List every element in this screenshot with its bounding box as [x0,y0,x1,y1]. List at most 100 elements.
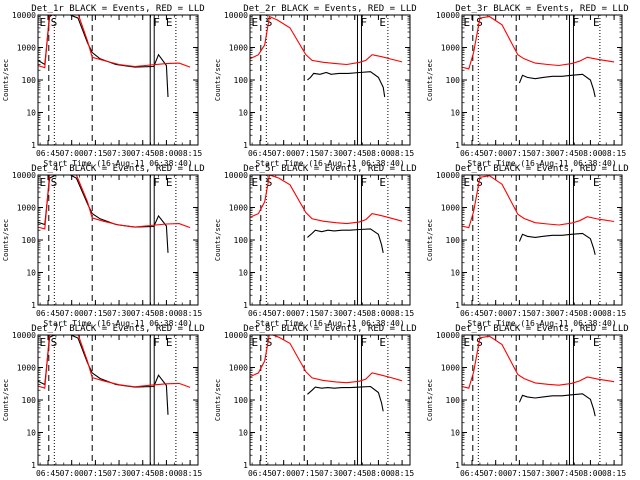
series-line-events [38,335,169,415]
y-tick-label: 10 [238,269,248,278]
panel-3: Det_3r BLACK = Events, RED = LLD Counts/s… [426,4,629,168]
x-tick-label: 08:00 [366,309,390,318]
y-tick-label: 100 [234,76,249,85]
y-tick-label: 10000 [436,171,460,180]
x-tick-label: 07:30 [107,149,131,158]
marker-label: F [360,176,367,189]
x-tick-label: 06:45 [460,469,484,478]
y-tick-label: 1 [243,461,248,470]
y-tick-label: 10 [450,429,460,438]
marker-lines [472,15,601,145]
marker-label: E [593,16,600,29]
y-tick-label: 10000 [12,171,36,180]
marker-label: F [360,16,367,29]
x-tick-label: 07:15 [83,149,107,158]
marker-label: E [379,16,386,29]
marker-lines [260,175,389,305]
x-tick-label: 07:30 [107,309,131,318]
marker-label: F [572,16,579,29]
series-line-events [307,228,384,254]
y-axis-label: Counts/sec [2,379,10,421]
x-axis-label: Start Time (16-Aug-11 06:38:40) [255,319,404,328]
x-tick-label: 07:30 [107,469,131,478]
series-line-events [518,393,596,417]
marker-label: E [252,16,259,29]
x-tick-label: 08:15 [602,469,626,478]
x-tick-label: 07:15 [83,309,107,318]
x-tick-label: 08:15 [178,149,202,158]
marker-label: E [379,336,386,349]
y-axis-label: Counts/sec [2,59,10,101]
marker-label: F [153,176,160,189]
series-line-lld [38,335,191,389]
marker-label: E [464,16,471,29]
marker-label: S [51,336,58,349]
panel-4: Det_4r BLACK = Events, RED = LLD Counts/s… [2,164,205,328]
x-tick-label: 06:45 [36,469,60,478]
plot-frame [461,334,623,466]
y-tick-label: 1000 [17,204,36,213]
marker-label: E [464,176,471,189]
x-tick-label: 08:15 [178,469,202,478]
marker-label: S [51,176,58,189]
series-line-lld [462,15,615,70]
series-line-lld [250,15,403,66]
series-line-lld [38,175,191,230]
marker-label: S [51,16,58,29]
y-tick-label: 1000 [17,364,36,373]
marker-label: E [40,16,47,29]
y-tick-label: 1 [243,301,248,310]
y-axis-label: Counts/sec [214,219,222,261]
x-tick-label: 07:00 [60,149,84,158]
panel-title: Det_3r BLACK = Events, RED = LLD [455,4,628,14]
marker-label: E [593,176,600,189]
x-tick-label: 08:15 [602,309,626,318]
panel-title: Det_8r BLACK = Events, RED = LLD [243,324,416,334]
marker-lines [472,175,601,305]
x-tick-label: 07:15 [507,469,531,478]
marker-label: F [153,16,160,29]
y-tick-label: 100 [234,396,249,405]
x-tick-label: 06:45 [248,469,272,478]
panel-5: Det_5r BLACK = Events, RED = LLD Counts/s… [214,164,417,328]
marker-label: E [166,176,173,189]
plot-frame [249,334,411,466]
plot-frame [249,174,411,306]
x-tick-label: 07:45 [131,469,155,478]
y-axis-label: Counts/sec [426,379,434,421]
x-tick-label: 07:00 [60,469,84,478]
y-tick-label: 100 [22,236,37,245]
y-tick-label: 10 [26,109,36,118]
x-tick-label: 08:00 [154,309,178,318]
marker-lines [48,335,177,465]
y-tick-label: 1000 [229,364,248,373]
marker-label: F [572,336,579,349]
plot-frame [461,174,623,306]
x-axis-label: Start Time (16-Aug-11 06:38:40) [467,159,616,168]
marker-label: E [379,176,386,189]
x-tick-label: 07:15 [83,469,107,478]
y-tick-label: 1 [243,141,248,150]
panel-title: Det_6r BLACK = Events, RED = LLD [455,164,628,174]
y-tick-label: 1000 [441,44,460,53]
marker-label: S [266,336,273,349]
plot-frame [249,14,411,146]
y-tick-label: 100 [22,396,37,405]
y-tick-label: 10000 [12,331,36,340]
marker-lines [260,335,389,465]
series-line-events [38,15,169,98]
y-axis-label: Counts/sec [214,379,222,421]
x-tick-label: 08:00 [154,149,178,158]
y-tick-label: 1 [31,301,36,310]
y-tick-label: 10 [238,429,248,438]
marker-label: S [266,16,273,29]
x-tick-label: 07:45 [555,469,579,478]
x-tick-label: 07:00 [484,309,508,318]
x-tick-label: 07:15 [507,309,531,318]
x-tick-label: 08:00 [366,469,390,478]
panel-title: Det_9r BLACK = Events, RED = LLD [455,324,628,334]
y-tick-label: 1000 [229,44,248,53]
marker-lines [48,175,177,305]
plot-frame [37,334,199,466]
